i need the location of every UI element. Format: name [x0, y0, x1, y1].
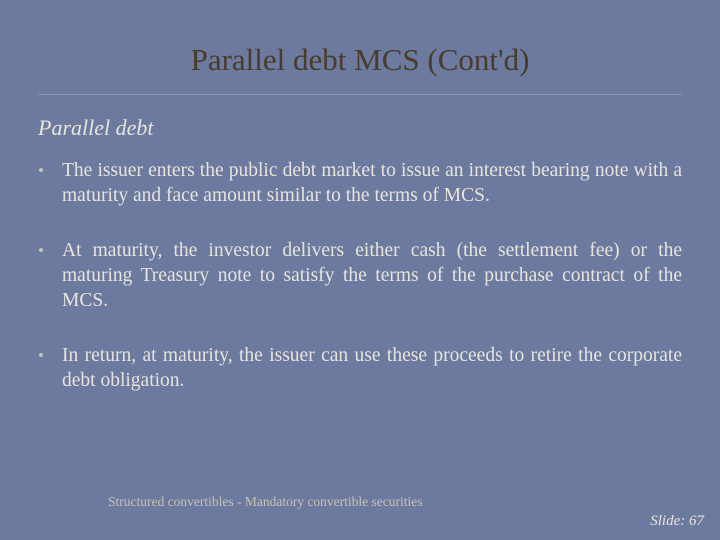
slide: Parallel debt MCS (Cont'd) Parallel debt…: [0, 0, 720, 540]
content-area: • The issuer enters the public debt mark…: [38, 159, 682, 394]
bullet-text: The issuer enters the public debt market…: [62, 159, 682, 209]
bullet-text: In return, at maturity, the issuer can u…: [62, 344, 682, 394]
slide-title: Parallel debt MCS (Cont'd): [0, 0, 720, 88]
title-underline: [38, 94, 682, 95]
bullet-item: • The issuer enters the public debt mark…: [38, 159, 682, 209]
bullet-marker-icon: •: [38, 344, 62, 394]
bullet-text: At maturity, the investor delivers eithe…: [62, 239, 682, 314]
footer-left: Structured convertibles - Mandatory conv…: [108, 494, 423, 510]
footer-right: Slide: 67: [650, 513, 704, 530]
slide-subtitle: Parallel debt: [38, 115, 682, 141]
slide-number: 67: [689, 513, 704, 529]
bullet-marker-icon: •: [38, 239, 62, 314]
bullet-item: • At maturity, the investor delivers eit…: [38, 239, 682, 314]
slide-number-label: Slide:: [650, 513, 685, 529]
bullet-item: • In return, at maturity, the issuer can…: [38, 344, 682, 394]
bullet-marker-icon: •: [38, 159, 62, 209]
